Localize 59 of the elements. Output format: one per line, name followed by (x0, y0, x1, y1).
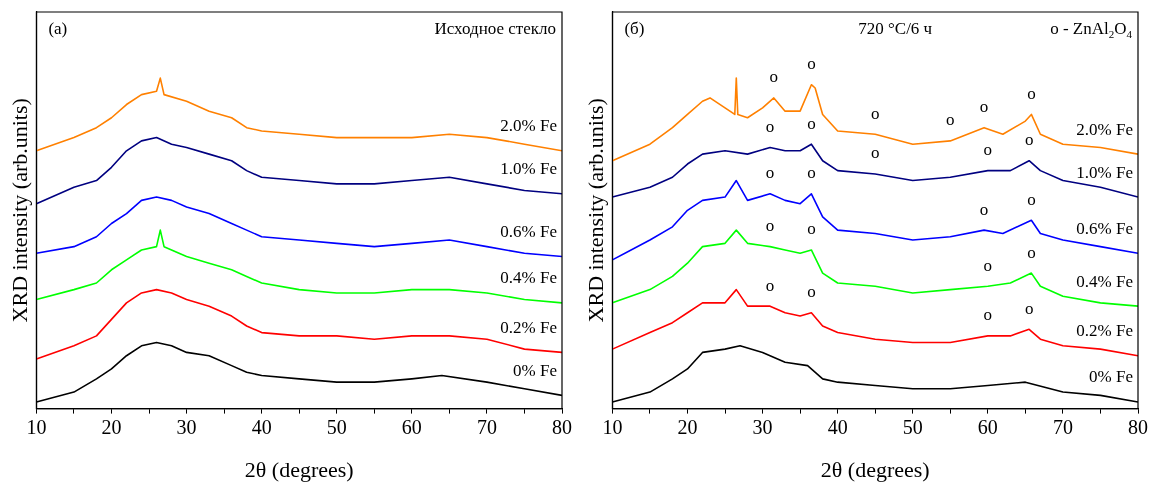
series-label: 0.2% Fe (500, 317, 558, 337)
annotation: o (807, 219, 816, 239)
x-tick-label: 40 (251, 415, 272, 438)
annotation: o (870, 143, 880, 163)
annotation: o (983, 140, 993, 160)
x-tick-label: 10 (26, 415, 47, 438)
annotation: o (1027, 189, 1036, 209)
annotation: o (983, 305, 993, 325)
x-tick-label: 60 (401, 415, 422, 438)
annotation: o (765, 275, 775, 295)
series-label: 0.6% Fe (500, 222, 558, 242)
annotation: o (1024, 298, 1034, 318)
annotation: o (1027, 83, 1036, 103)
series-label: 2.0% Fe (1076, 119, 1134, 139)
annotation: o (979, 199, 989, 219)
annotation: o (765, 163, 775, 183)
series-label: 0.6% Fe (1076, 218, 1134, 238)
y-axis-title: XRD intensity (arb.units) (6, 98, 32, 323)
annotation: o (983, 255, 993, 275)
x-tick-label: 40 (827, 415, 848, 438)
annotation: o (1027, 242, 1036, 262)
annotation: o (946, 110, 955, 130)
x-tick-label: 80 (1128, 415, 1148, 438)
series-label: 1.0% Fe (1076, 162, 1134, 182)
text: Исходное стекло (434, 19, 557, 39)
annotation: o (807, 282, 816, 302)
annotation: o (807, 163, 816, 183)
text: (б) (624, 19, 645, 39)
x-tick-label: 30 (176, 415, 197, 438)
x-axis-title: 2θ (degrees) (820, 456, 930, 482)
x-axis-title: 2θ (degrees) (244, 456, 354, 482)
x-tick-label: 70 (476, 415, 497, 438)
x-tick-label: 30 (752, 415, 773, 438)
x-tick-label: 70 (1052, 415, 1073, 438)
annotation: o (765, 116, 775, 136)
series-label: 2.0% Fe (500, 116, 558, 136)
series-label: 0.2% Fe (1076, 321, 1134, 341)
x-tick-label: 60 (977, 415, 998, 438)
annotation: o (1024, 130, 1034, 150)
annotation: o (870, 103, 880, 123)
y-axis-title: XRD intensity (arb.units) (582, 98, 608, 323)
text: (a) (48, 19, 68, 39)
text: 720 °C/6 ч (858, 19, 933, 39)
x-tick-label: 20 (101, 415, 122, 438)
annotation: o (807, 113, 816, 133)
annotation: o (807, 54, 816, 74)
series-label: 0% Fe (1089, 367, 1134, 387)
x-tick-label: 80 (552, 415, 572, 438)
series-label: 1.0% Fe (500, 159, 558, 179)
x-tick-label: 50 (326, 415, 347, 438)
x-tick-label: 50 (902, 415, 923, 438)
x-tick-label: 20 (677, 415, 698, 438)
annotation: o (979, 97, 989, 117)
series-label: 0.4% Fe (500, 268, 558, 288)
series-label: 0.4% Fe (1076, 271, 1134, 291)
annotation: o (769, 67, 779, 87)
annotation: o (765, 216, 775, 236)
x-tick-label: 10 (602, 415, 623, 438)
series-label: 0% Fe (513, 360, 558, 380)
